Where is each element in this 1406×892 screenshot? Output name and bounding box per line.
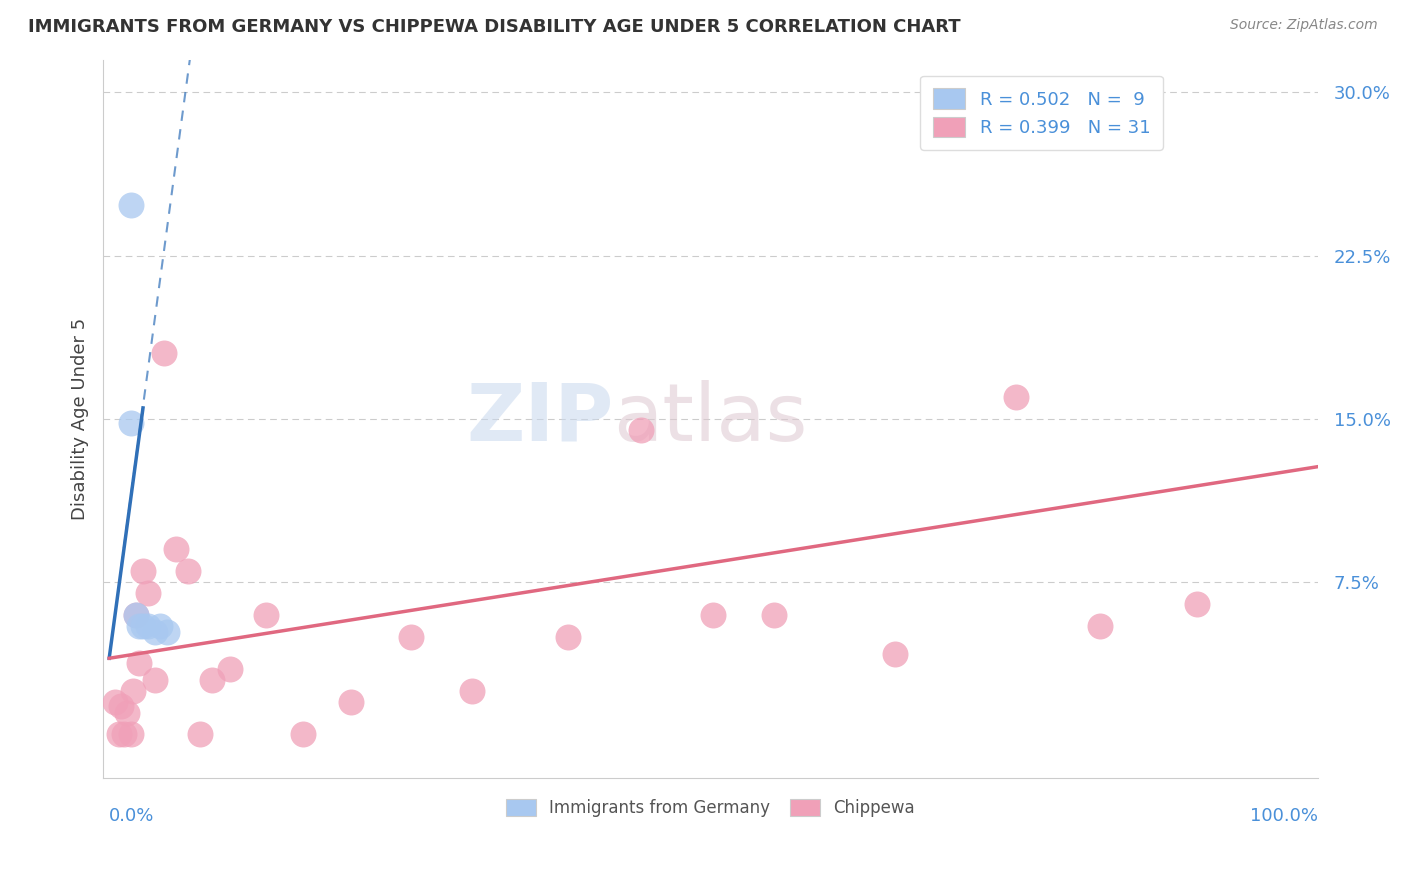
Point [143,625,166,640]
Text: 0.0%: 0.0% [110,806,155,825]
Point [112,727,135,741]
Text: 100.0%: 100.0% [1250,806,1317,825]
Point [149,618,172,632]
Text: ZIP: ZIP [465,380,613,458]
Legend: Immigrants from Germany, Chippewa: Immigrants from Germany, Chippewa [499,792,922,823]
Point [122,684,145,698]
Point [110,699,132,714]
Point [120,198,142,212]
Point [152,346,174,360]
Text: IMMIGRANTS FROM GERMANY VS CHIPPEWA DISABILITY AGE UNDER 5 CORRELATION CHART: IMMIGRANTS FROM GERMANY VS CHIPPEWA DISA… [28,18,960,36]
Point [219,662,242,676]
Text: atlas: atlas [613,380,807,458]
Point [108,727,131,741]
Point [291,727,314,741]
Point [557,630,579,644]
Point [104,695,127,709]
Point [188,727,211,741]
Point [1185,597,1208,611]
Point [461,684,484,698]
Point [136,618,159,632]
Point [177,564,200,578]
Point [762,607,785,622]
Point [883,647,905,661]
Point [201,673,224,687]
Point [125,607,148,622]
Point [117,706,139,720]
Point [702,607,724,622]
Text: Source: ZipAtlas.com: Source: ZipAtlas.com [1230,18,1378,32]
Point [630,423,652,437]
Point [136,586,159,600]
Point [143,673,166,687]
Point [254,607,277,622]
Point [128,618,150,632]
Point [132,618,155,632]
Point [132,564,155,578]
Point [165,542,187,557]
Point [1088,618,1111,632]
Point [120,727,142,741]
Point [128,656,150,670]
Point [125,607,148,622]
Y-axis label: Disability Age Under 5: Disability Age Under 5 [72,318,89,520]
Point [120,416,142,430]
Point [1004,390,1026,404]
Point [340,695,363,709]
Point [401,630,423,644]
Point [156,625,179,640]
